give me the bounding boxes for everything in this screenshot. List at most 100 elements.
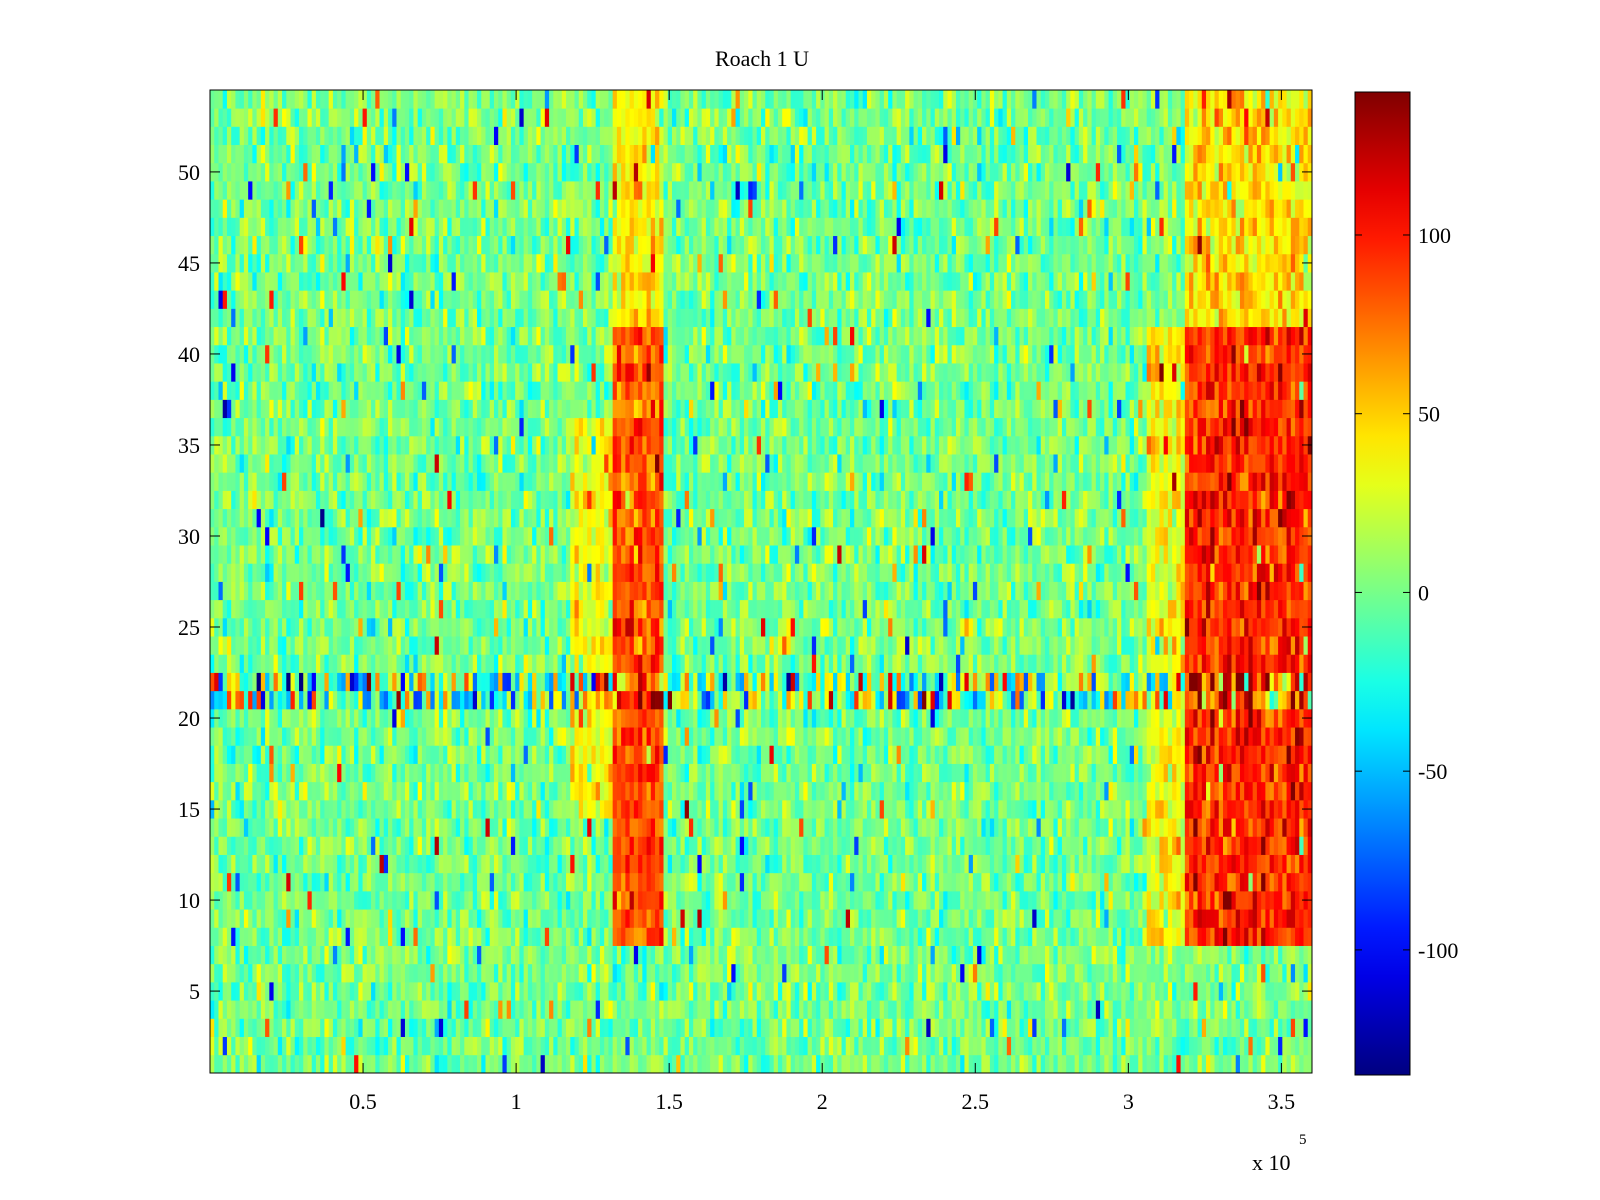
heatmap-cell	[388, 945, 393, 965]
heatmap-cell	[782, 909, 787, 928]
heatmap-cell	[566, 945, 571, 965]
heatmap-cell	[1197, 963, 1203, 983]
heatmap-cell	[1299, 818, 1304, 837]
heatmap-cell	[998, 1000, 1003, 1019]
heatmap-cell	[850, 945, 855, 965]
heatmap-cell	[1176, 1018, 1182, 1037]
heatmap-cell	[1061, 1054, 1067, 1074]
heatmap-cell	[888, 763, 893, 783]
heatmap-cell	[299, 727, 304, 746]
heatmap-cell	[434, 854, 440, 874]
heatmap-cell	[388, 927, 393, 946]
heatmap-cell	[1231, 781, 1237, 801]
heatmap-cell	[523, 799, 529, 819]
heatmap-cell	[1210, 836, 1215, 855]
heatmap-cell	[294, 1036, 300, 1056]
heatmap-cell	[1083, 1036, 1088, 1056]
heatmap-cell	[1117, 945, 1122, 965]
heatmap-cell	[226, 799, 232, 819]
heatmap-cell	[862, 945, 868, 965]
heatmap-cell	[744, 872, 749, 892]
heatmap-cell	[455, 909, 461, 928]
heatmap-cell	[799, 963, 804, 983]
heatmap-cell	[557, 909, 563, 928]
heatmap-cell	[888, 963, 893, 983]
heatmap-cell	[905, 818, 910, 837]
heatmap-cell	[1125, 818, 1131, 837]
heatmap-cell	[218, 1000, 224, 1019]
heatmap-cell	[286, 708, 291, 728]
heatmap-cell	[265, 818, 270, 837]
heatmap-cell	[231, 927, 236, 946]
heatmap-cell	[409, 836, 414, 855]
heatmap-cell	[489, 963, 495, 983]
heatmap-cell	[1206, 836, 1211, 855]
heatmap-cell	[955, 836, 961, 855]
heatmap-cell	[879, 1018, 885, 1037]
heatmap-cell	[1197, 854, 1203, 874]
heatmap-cell	[303, 836, 308, 855]
heatmap-cell	[1286, 727, 1292, 746]
heatmap-cell	[650, 763, 656, 783]
heatmap-cell	[1091, 854, 1097, 874]
heatmap-cell	[820, 963, 825, 983]
heatmap-cell	[803, 818, 809, 837]
heatmap-cell	[371, 1036, 376, 1056]
heatmap-cell	[688, 872, 694, 892]
heatmap-cell	[1227, 854, 1232, 874]
heatmap-cell	[277, 708, 283, 728]
heatmap-cell	[510, 963, 516, 983]
heatmap-cell	[1201, 945, 1207, 965]
heatmap-cell	[235, 763, 241, 783]
heatmap-cell	[443, 854, 448, 874]
heatmap-cell	[506, 1018, 512, 1037]
heatmap-cell	[1138, 854, 1143, 874]
heatmap-cell	[294, 818, 300, 837]
heatmap-cell	[1091, 1018, 1097, 1037]
heatmap-cell	[557, 836, 563, 855]
heatmap-cell	[396, 854, 402, 874]
heatmap-cell	[642, 890, 647, 910]
heatmap-cell	[506, 836, 512, 855]
heatmap-cell	[955, 854, 961, 874]
heatmap-cell	[676, 836, 681, 855]
heatmap-cell	[752, 945, 758, 965]
heatmap-cell	[239, 708, 245, 728]
heatmap-cell	[926, 872, 931, 892]
heatmap-cell	[595, 963, 601, 983]
heatmap-cell	[1125, 945, 1131, 965]
heatmap-cell	[282, 1036, 287, 1056]
heatmap-cell	[833, 1036, 838, 1056]
heatmap-cell	[294, 727, 300, 746]
heatmap-cell	[680, 872, 686, 892]
heatmap-cell	[345, 708, 351, 728]
heatmap-cell	[1083, 727, 1088, 746]
heatmap-cell	[659, 781, 664, 801]
heatmap-cell	[210, 763, 215, 783]
heatmap-cell	[383, 909, 389, 928]
heatmap-cell	[358, 708, 363, 728]
heatmap-cell	[786, 1054, 792, 1074]
heatmap-cell	[252, 818, 258, 837]
heatmap-cell	[922, 909, 927, 928]
heatmap-cell	[282, 799, 287, 819]
heatmap-cell	[226, 708, 232, 728]
heatmap-cell	[388, 1018, 393, 1037]
heatmap-cell	[1189, 890, 1194, 910]
heatmap-cell	[337, 963, 342, 983]
heatmap-cell	[447, 854, 452, 874]
heatmap-cell	[1053, 1054, 1059, 1074]
heatmap-cell	[477, 872, 482, 892]
heatmap-cell	[1163, 927, 1169, 946]
heatmap-cell	[756, 945, 762, 965]
heatmap-cell	[455, 872, 461, 892]
heatmap-cell	[1028, 1036, 1033, 1056]
heatmap-cell	[1057, 727, 1063, 746]
heatmap-cell	[981, 836, 987, 855]
heatmap-cell	[578, 781, 584, 801]
heatmap-cell	[816, 763, 821, 783]
heatmap-cell	[1167, 890, 1173, 910]
heatmap-cell	[905, 890, 910, 910]
heatmap-cell	[277, 854, 283, 874]
heatmap-cell	[510, 945, 516, 965]
